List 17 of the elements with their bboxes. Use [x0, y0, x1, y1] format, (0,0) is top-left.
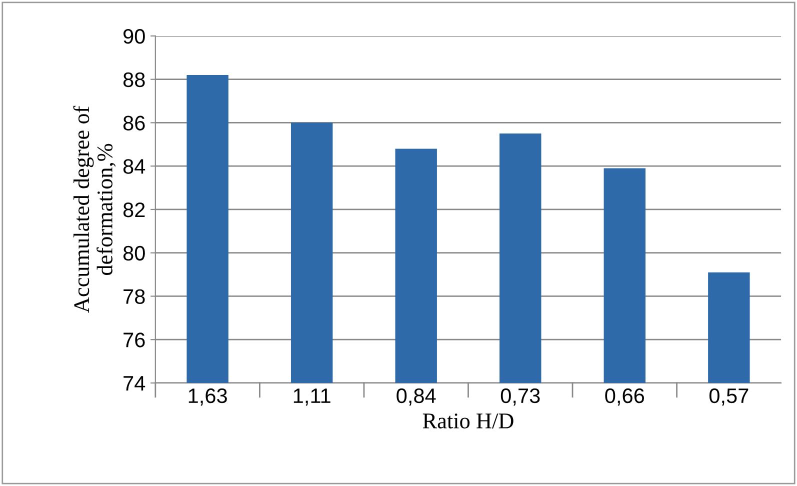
x-tick-label: 0,73 [500, 388, 540, 406]
y-tick-label: 74 [124, 376, 146, 391]
x-tick-label: 0,57 [709, 388, 748, 406]
y-tick-label: 90 [124, 28, 145, 44]
y-tick-label: 88 [123, 72, 145, 88]
y-tick-label: 86 [123, 116, 145, 130]
y-tick-label: 80 [123, 246, 145, 261]
x-tick-label: 0,66 [605, 388, 644, 406]
y-tick-label: 82 [123, 202, 145, 218]
x-tick-label: 0,84 [396, 388, 436, 406]
y-tick-label: 76 [124, 332, 145, 348]
y-tick-label: 78 [124, 289, 145, 304]
x-tick-label: 1,63 [188, 388, 227, 406]
x-axis-title: Ratio H/D [422, 414, 514, 428]
x-tick-label: 1,11 [294, 388, 330, 406]
y-tick-label: 84 [123, 159, 146, 174]
y-axis-title: Accumulated degree of deformation,% [73, 106, 116, 313]
